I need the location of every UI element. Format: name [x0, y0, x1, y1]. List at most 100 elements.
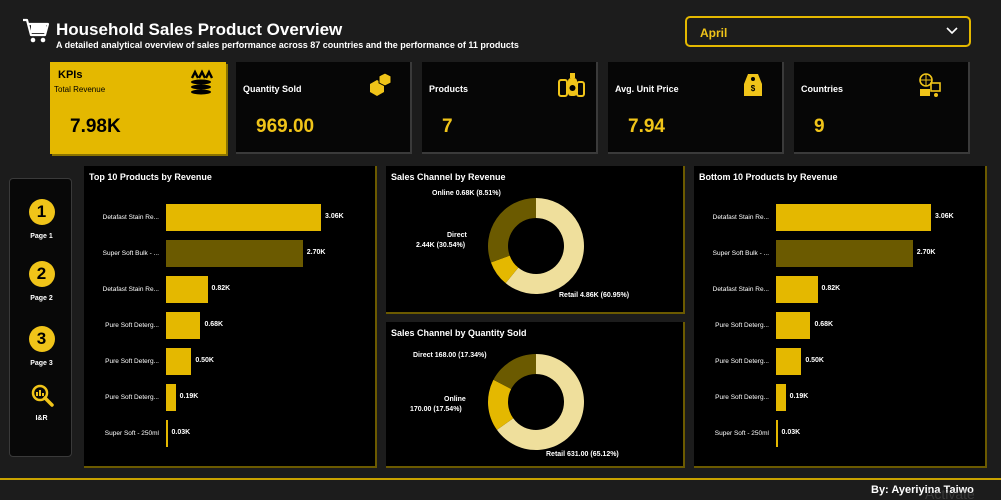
quantity-online-label: Online	[444, 396, 466, 403]
bar-value-label: 0.03K	[781, 429, 801, 436]
donut-slice-direct[interactable]	[488, 198, 536, 263]
bar-category-label: Detafast Stain Re...	[712, 214, 769, 221]
bar[interactable]	[166, 348, 192, 375]
kpi-price-value: 7.94	[628, 116, 665, 137]
kpi-countries-value: 9	[814, 116, 825, 137]
donut-slice-retail[interactable]	[505, 198, 584, 294]
bar[interactable]	[776, 204, 931, 231]
bar-category-label: Super Soft Bulk - ...	[102, 250, 159, 257]
bar-value-label: 0.50K	[195, 357, 214, 364]
kpi-products-card: Products 7	[422, 62, 598, 154]
nav-page-1[interactable]: 1 Page 1	[10, 199, 73, 240]
kpi-price-card: Avg. Unit Price 7.94 $	[608, 62, 784, 154]
bar-category-label: Pure Soft Deterg...	[715, 358, 769, 365]
page-navigator: 1 Page 1 2 Page 2 3 Page 3 I&R	[9, 178, 72, 457]
boxes-icon	[370, 72, 392, 96]
bar-category-label: Super Soft Bulk - ...	[712, 250, 769, 257]
month-dropdown-value: April	[700, 26, 728, 40]
page-2-label: Page 2	[30, 295, 53, 302]
bar-category-label: Pure Soft Deterg...	[715, 394, 769, 401]
analytics-search-icon	[31, 384, 54, 407]
kpi-countries-card: Countries 9	[794, 62, 970, 154]
bar[interactable]	[776, 348, 802, 375]
donut-slice-direct[interactable]	[493, 354, 536, 390]
bar-value-label: 3.06K	[325, 213, 344, 220]
bar-category-label: Super Soft - 250ml	[714, 430, 769, 437]
bar-value-label: 0.19K	[789, 393, 809, 400]
bar-value-label: 0.82K	[211, 285, 231, 292]
kpi-revenue-value: 7.98K	[70, 116, 121, 137]
shipping-globe-icon	[919, 73, 941, 97]
bar-category-label: Detafast Stain Re...	[102, 286, 159, 293]
author-credit: By: Ayeriyina Taiwo	[871, 484, 974, 496]
bar-category-label: Pure Soft Deterg...	[105, 394, 159, 401]
kpi-countries-label: Countries	[801, 84, 844, 94]
kpi-quantity-value: 969.00	[256, 116, 315, 137]
page-title: Household Sales Product Overview	[56, 20, 343, 39]
quantity-direct-label: Direct 168.00 (17.34%)	[413, 352, 487, 359]
page-subtitle: A detailed analytical overview of sales …	[56, 40, 519, 50]
bar[interactable]	[166, 240, 303, 267]
bar-category-label: Detafast Stain Re...	[712, 286, 769, 293]
quantity-online-value: 170.00 (17.54%)	[410, 406, 462, 413]
quantity-retail-label: Retail 631.00 (65.12%)	[546, 451, 619, 458]
bar[interactable]	[776, 240, 913, 267]
bar[interactable]	[166, 312, 201, 339]
donut-slice-retail[interactable]	[496, 354, 584, 450]
bar[interactable]	[776, 420, 778, 447]
kpi-quantity-card: Quantity Sold 969.00	[236, 62, 412, 154]
kpi-quantity-label: Quantity Sold	[243, 84, 302, 94]
bar-value-label: 0.19K	[179, 393, 199, 400]
revenue-direct-label: Direct	[447, 232, 467, 239]
bar-value-label: 0.50K	[805, 357, 824, 364]
page-1-label: Page 1	[30, 233, 53, 240]
bar-category-label: Pure Soft Deterg...	[105, 322, 159, 329]
bar-value-label: 2.70K	[916, 249, 936, 256]
channel-quantity-title: Sales Channel by Quantity Sold	[391, 328, 527, 338]
bar-value-label: 2.70K	[306, 249, 326, 256]
bar[interactable]	[776, 384, 786, 411]
bar-category-label: Super Soft - 250ml	[104, 430, 159, 437]
revenue-retail-label: Retail 4.86K (60.95%)	[559, 292, 630, 299]
bar-value-label: 0.68K	[204, 321, 224, 328]
bar-value-label: 0.03K	[171, 429, 191, 436]
bottom-products-panel: Bottom 10 Products by Revenue Detafast S…	[694, 166, 987, 468]
insights-label: I&R	[35, 415, 48, 422]
page-1-number: 1	[28, 199, 55, 225]
bar-value-label: 0.82K	[821, 285, 841, 292]
bar[interactable]	[776, 312, 811, 339]
bar-category-label: Pure Soft Deterg...	[105, 358, 159, 365]
kpi-heading: KPIs	[58, 69, 83, 81]
bar[interactable]	[166, 276, 208, 303]
channel-quantity-panel: Sales Channel by Quantity Sold Direct 16…	[386, 322, 685, 468]
watermark-text: Activate	[925, 486, 975, 500]
kpi-products-label: Products	[429, 84, 469, 94]
svg-text:$: $	[751, 84, 756, 93]
price-tag-icon: $	[744, 74, 762, 96]
coins-icon	[190, 69, 214, 95]
bar-value-label: 0.68K	[814, 321, 834, 328]
cleaning-products-icon	[558, 73, 585, 97]
nav-page-3[interactable]: 3 Page 3	[10, 326, 73, 367]
nav-page-2[interactable]: 2 Page 2	[10, 261, 73, 302]
page-3-label: Page 3	[30, 360, 53, 367]
bar[interactable]	[166, 420, 168, 447]
revenue-direct-value: 2.44K (30.54%)	[416, 242, 466, 249]
footer-divider	[0, 478, 1001, 480]
page-2-number: 2	[28, 261, 55, 287]
channel-revenue-panel: Sales Channel by Revenue Online 0.68K (8…	[386, 166, 685, 314]
kpi-price-label: Avg. Unit Price	[615, 84, 679, 94]
revenue-online-label: Online 0.68K (8.51%)	[432, 190, 501, 197]
cart-icon	[23, 18, 50, 43]
bar[interactable]	[166, 384, 176, 411]
donut-slice-online[interactable]	[490, 255, 519, 284]
revenue-donut-chart	[488, 198, 584, 294]
quantity-donut-chart	[488, 354, 584, 450]
chevron-down-icon	[946, 27, 958, 35]
bar[interactable]	[166, 204, 321, 231]
month-dropdown[interactable]: April	[685, 16, 971, 47]
bar-category-label: Pure Soft Deterg...	[715, 322, 769, 329]
donut-slice-online[interactable]	[488, 379, 514, 430]
bar[interactable]	[776, 276, 818, 303]
nav-insights[interactable]: I&R	[10, 383, 73, 422]
